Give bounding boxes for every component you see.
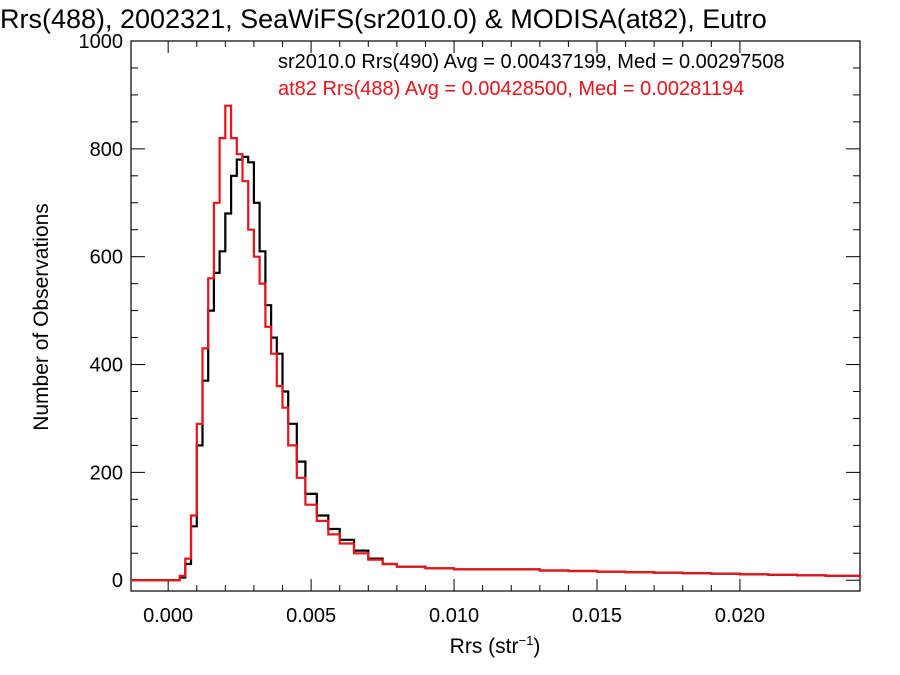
legend-entry-1: sr2010.0 Rrs(490) Avg = 0.00437199, Med … xyxy=(278,51,785,73)
y-tick-label: 0 xyxy=(112,570,123,592)
histogram-series-2 xyxy=(131,104,862,582)
y-tick-label: 600 xyxy=(90,247,123,269)
x-tick-label: 0.005 xyxy=(286,605,336,627)
x-tick-label: 0.000 xyxy=(143,605,193,627)
x-tick-label: 0.015 xyxy=(572,605,622,627)
y-tick-label: 400 xyxy=(90,355,123,377)
y-tick-label: 800 xyxy=(90,139,123,161)
x-axis-label: Rrs (str−1) xyxy=(450,633,541,658)
y-axis-label: Number of Observations xyxy=(30,203,53,431)
histogram-series-1 xyxy=(131,155,862,582)
x-tick-label: 0.020 xyxy=(715,605,765,627)
legend-entry-2: at82 Rrs(488) Avg = 0.00428500, Med = 0.… xyxy=(278,78,744,100)
y-tick-label: 200 xyxy=(90,462,123,484)
plot-frame xyxy=(130,40,861,592)
x-tick-label: 0.010 xyxy=(429,605,479,627)
chart-title: Rrs(488), 2002321, SeaWiFS(sr2010.0) & M… xyxy=(0,4,767,34)
y-tick-label: 1000 xyxy=(79,31,124,53)
